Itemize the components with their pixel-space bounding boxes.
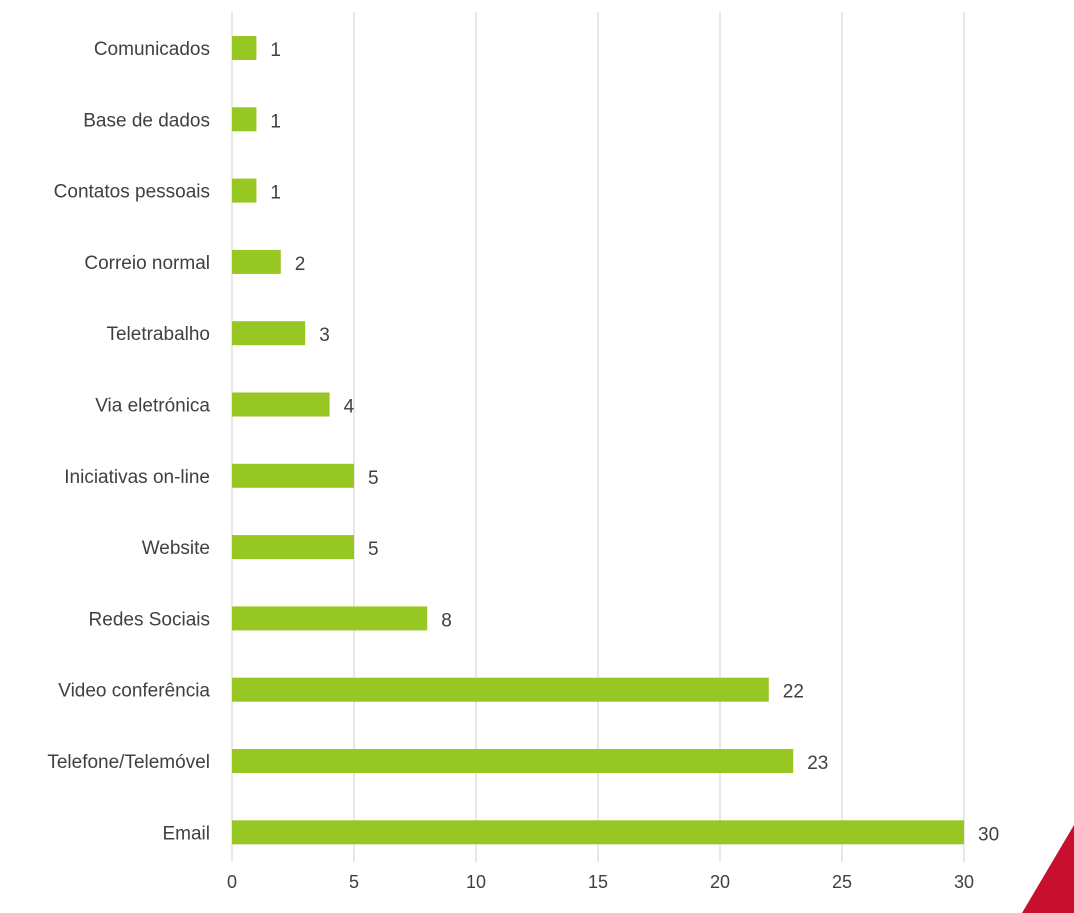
bar-1: [232, 107, 257, 132]
category-label-4: Teletrabalho: [106, 324, 210, 345]
category-label-7: Website: [142, 538, 210, 559]
corner-logo-shape: [1022, 825, 1074, 913]
category-label-6: Iniciativas on-line: [64, 467, 210, 488]
x-tick-label-5: 25: [832, 872, 852, 892]
bar-10: [232, 749, 794, 773]
category-label-5: Via eletrónica: [95, 396, 210, 417]
value-label-7: 5: [368, 539, 379, 560]
value-label-9: 22: [783, 682, 804, 703]
bars: [232, 36, 964, 845]
value-label-0: 1: [270, 40, 281, 61]
bar-2: [232, 178, 257, 203]
category-label-9: Video conferência: [58, 681, 210, 702]
bar-0: [232, 36, 257, 60]
x-tick-label-0: 0: [227, 872, 237, 892]
value-label-10: 23: [807, 753, 828, 774]
gridlines: [231, 12, 965, 862]
x-tick-label-6: 30: [954, 872, 974, 892]
x-tick-label-3: 15: [588, 872, 608, 892]
category-label-10: Telefone/Telemóvel: [47, 752, 210, 773]
bar-8: [232, 606, 428, 631]
category-label-1: Base de dados: [83, 110, 210, 131]
value-label-3: 2: [295, 254, 306, 275]
bar-9: [232, 677, 769, 702]
value-label-4: 3: [319, 325, 330, 346]
value-label-2: 1: [270, 183, 281, 204]
value-label-5: 4: [344, 397, 355, 418]
category-label-11: Email: [162, 823, 210, 844]
value-label-8: 8: [441, 610, 452, 631]
bar-4: [232, 321, 306, 346]
bar-7: [232, 535, 354, 560]
bar-6: [232, 463, 354, 488]
category-labels: Comunicados Base de dados Contatos pessoai…: [47, 39, 210, 844]
value-label-6: 5: [368, 468, 379, 489]
x-tick-label-4: 20: [710, 872, 730, 892]
category-label-8: Redes Sociais: [89, 609, 210, 630]
category-label-2: Contatos pessoais: [54, 182, 210, 203]
value-label-1: 1: [270, 111, 281, 132]
category-label-3: Correio normal: [84, 253, 210, 274]
bar-11: [232, 820, 964, 845]
x-tick-label-1: 5: [349, 872, 359, 892]
x-tick-label-2: 10: [466, 872, 486, 892]
x-axis-tick-labels: 0 5 10 15 20 25 30: [227, 872, 974, 892]
value-label-11: 30: [978, 824, 999, 845]
category-label-0: Comunicados: [94, 39, 210, 60]
bar-5: [232, 392, 330, 417]
bar-3: [232, 249, 281, 274]
